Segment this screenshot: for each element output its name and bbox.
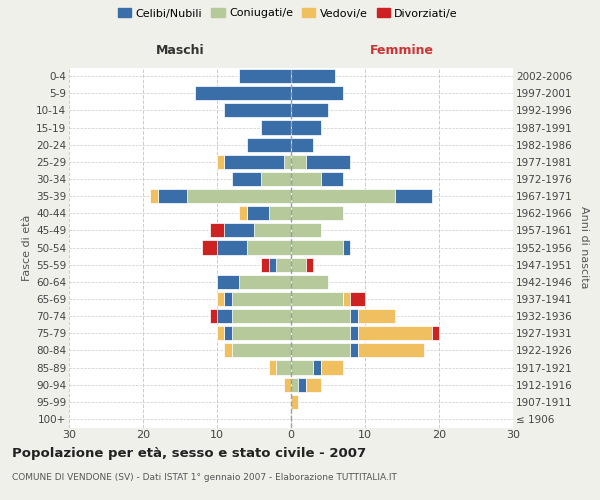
Bar: [276, 360, 291, 374]
Bar: [195, 86, 291, 100]
Bar: [269, 206, 291, 220]
Bar: [217, 326, 224, 340]
Text: Femmine: Femmine: [370, 44, 434, 57]
Bar: [358, 309, 395, 323]
Bar: [224, 292, 232, 306]
Bar: [239, 275, 291, 289]
Bar: [262, 172, 291, 186]
Bar: [232, 326, 291, 340]
Bar: [350, 309, 358, 323]
Bar: [291, 395, 298, 409]
Bar: [276, 258, 291, 272]
Bar: [217, 309, 232, 323]
Bar: [217, 155, 224, 169]
Bar: [239, 69, 291, 83]
Bar: [291, 189, 395, 203]
Bar: [291, 224, 320, 237]
Bar: [320, 360, 343, 374]
Bar: [291, 155, 306, 169]
Bar: [291, 292, 343, 306]
Bar: [224, 326, 232, 340]
Bar: [209, 224, 224, 237]
Bar: [247, 206, 269, 220]
Y-axis label: Anni di nascita: Anni di nascita: [579, 206, 589, 289]
Bar: [431, 326, 439, 340]
Bar: [291, 326, 350, 340]
Bar: [291, 240, 343, 254]
Bar: [209, 309, 217, 323]
Bar: [187, 189, 291, 203]
Y-axis label: Fasce di età: Fasce di età: [22, 214, 32, 280]
Bar: [291, 172, 320, 186]
Bar: [291, 344, 350, 357]
Bar: [291, 69, 335, 83]
Bar: [306, 258, 313, 272]
Text: Maschi: Maschi: [155, 44, 205, 57]
Bar: [291, 275, 328, 289]
Bar: [358, 326, 431, 340]
Bar: [350, 326, 358, 340]
Bar: [350, 344, 358, 357]
Bar: [306, 378, 320, 392]
Bar: [313, 360, 320, 374]
Bar: [350, 292, 365, 306]
Bar: [262, 120, 291, 134]
Bar: [224, 104, 291, 118]
Bar: [291, 206, 343, 220]
Text: COMUNE DI VENDONE (SV) - Dati ISTAT 1° gennaio 2007 - Elaborazione TUTTITALIA.IT: COMUNE DI VENDONE (SV) - Dati ISTAT 1° g…: [12, 472, 397, 482]
Bar: [269, 360, 276, 374]
Bar: [151, 189, 158, 203]
Bar: [202, 240, 217, 254]
Bar: [232, 292, 291, 306]
Bar: [269, 258, 276, 272]
Bar: [291, 360, 313, 374]
Bar: [217, 292, 224, 306]
Bar: [232, 172, 262, 186]
Bar: [224, 224, 254, 237]
Bar: [158, 189, 187, 203]
Bar: [395, 189, 431, 203]
Bar: [232, 309, 291, 323]
Bar: [224, 155, 284, 169]
Bar: [217, 275, 239, 289]
Bar: [320, 172, 343, 186]
Bar: [343, 292, 350, 306]
Bar: [284, 155, 291, 169]
Bar: [247, 138, 291, 151]
Bar: [232, 344, 291, 357]
Bar: [239, 206, 247, 220]
Bar: [224, 344, 232, 357]
Legend: Celibi/Nubili, Coniugati/e, Vedovi/e, Divorziati/e: Celibi/Nubili, Coniugati/e, Vedovi/e, Di…: [118, 8, 458, 18]
Bar: [291, 120, 320, 134]
Text: Popolazione per età, sesso e stato civile - 2007: Popolazione per età, sesso e stato civil…: [12, 448, 366, 460]
Bar: [291, 104, 328, 118]
Bar: [298, 378, 306, 392]
Bar: [291, 86, 343, 100]
Bar: [217, 240, 247, 254]
Bar: [262, 258, 269, 272]
Bar: [306, 155, 350, 169]
Bar: [254, 224, 291, 237]
Bar: [291, 138, 313, 151]
Bar: [291, 378, 298, 392]
Bar: [358, 344, 424, 357]
Bar: [291, 258, 306, 272]
Bar: [247, 240, 291, 254]
Bar: [284, 378, 291, 392]
Bar: [343, 240, 350, 254]
Bar: [291, 309, 350, 323]
